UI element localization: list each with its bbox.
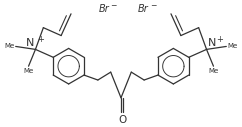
Text: Br: Br (138, 4, 149, 14)
Text: +: + (216, 35, 223, 44)
Text: Br: Br (98, 4, 109, 14)
Text: N: N (208, 38, 216, 48)
Text: O: O (118, 115, 126, 125)
Text: −: − (150, 1, 156, 10)
Text: Me: Me (4, 43, 14, 49)
Text: Me: Me (228, 43, 238, 49)
Text: N: N (26, 38, 34, 48)
Text: Me: Me (23, 68, 34, 74)
Text: +: + (38, 35, 44, 44)
Text: −: − (110, 1, 116, 10)
Text: Me: Me (208, 68, 219, 74)
